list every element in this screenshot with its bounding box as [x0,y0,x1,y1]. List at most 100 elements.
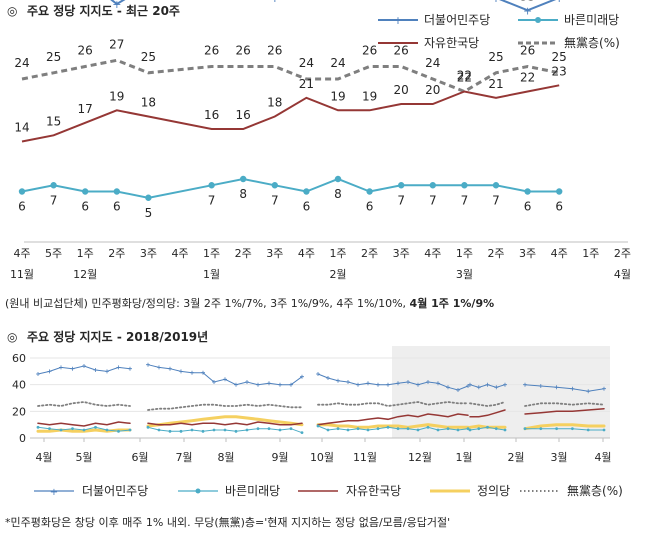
bullet-icon: ◎ [7,330,17,344]
legend-label-mudang: 無黨층(%) [567,483,623,498]
data-label: 26 [236,44,251,58]
data-point-marker [82,428,86,432]
data-point-marker [47,369,52,374]
x-week-tick-label: 4주 [13,247,30,260]
x-month-tick-label: 12월 [73,268,97,281]
data-label: 6 [366,200,374,214]
data-label: 7 [461,193,469,207]
data-label: 25 [488,50,503,64]
data-point-marker [267,427,271,431]
series-line [147,421,303,426]
data-point-marker: + [270,0,279,5]
data-label: 19 [330,89,345,103]
data-point-marker [94,425,97,429]
legend-label-minju: 더불어민주당 [82,484,148,498]
data-point-marker [376,382,380,387]
data-label: 18 [267,96,282,110]
bottom-footnote: *민주평화당은 창당 이후 매주 1% 내외. 무당(無黨)층='현재 지지하는… [5,515,450,529]
data-label: 19 [362,89,377,103]
data-point-marker [201,429,205,433]
bottom-chart-plot: 0 20 40 60 4월 5월 6월 7월 8월 9월 10월 11월 12월 1월 2월 3월 4월 [12,346,612,464]
legend-circle-icon [195,488,201,494]
data-point-marker [524,188,531,195]
data-label: 16 [204,108,219,122]
x-week-tick-label: 1주 [456,247,473,260]
legend-plus-icon: + [393,14,402,27]
data-point-marker [406,427,410,431]
data-point-marker [366,381,370,386]
series-line [523,423,606,431]
data-point-marker [212,380,216,384]
x-month-tick-label: 11월 [353,451,377,464]
x-month-tick-label: 6월 [131,451,148,464]
data-point-marker [334,175,342,183]
data-point-marker [416,382,420,387]
data-point-marker [426,380,430,384]
x-month-tick-label: 8월 [217,451,234,464]
data-label: 7 [397,193,405,207]
data-point-marker [240,175,247,183]
data-point-marker [179,429,183,433]
data-label: 27 [109,37,124,51]
x-month-tick-label: 2월 [507,451,524,464]
x-month-tick-label: 11월 [10,268,34,281]
data-label: 17 [78,102,93,116]
data-point-marker [93,368,98,372]
data-point-marker [300,431,304,435]
data-point-marker [376,427,380,431]
x-week-tick-label: 1주 [329,247,346,260]
x-month-tick-label: 3월 [456,268,473,281]
data-point-marker [586,389,591,394]
data-label: 22 [457,69,472,83]
series-line [317,425,469,431]
series-line [146,415,304,428]
data-point-marker [396,427,400,431]
data-point-marker [556,188,563,195]
data-point-marker [346,380,350,384]
data-point-marker [190,370,194,375]
data-point-marker [366,428,370,432]
data-point-marker [326,428,330,432]
data-point-marker [466,427,470,431]
x-week-tick-label: 4주 [298,247,315,260]
data-point-marker [477,427,481,431]
data-point-marker [59,365,63,370]
data-point-marker [278,382,282,387]
data-point-marker [476,385,481,390]
data-point-marker [436,381,440,386]
data-label: 7 [271,193,279,207]
legend-label-jayu: 자유한국당 [346,484,401,498]
series-line [524,428,605,431]
shaded-recent-region [392,346,610,438]
data-label: 26 [267,44,282,58]
x-month-tick-label: 5월 [75,451,92,464]
data-point-marker [356,382,360,387]
data-point-marker [190,428,194,432]
data-label: 24 [425,56,440,70]
data-label: 14 [14,121,29,135]
data-point-marker [356,427,360,431]
data-label: 7 [50,193,58,207]
data-point-marker [303,188,310,195]
x-week-tick-label: 4주 [551,247,568,260]
data-label: 6 [524,200,532,214]
series-line [21,58,560,94]
data-point-marker [494,427,498,431]
data-point-marker [485,382,490,387]
data-point-marker [59,428,63,432]
data-point-marker [208,182,215,189]
data-point-marker [128,366,132,371]
series-line [316,423,470,429]
mid-footnote-normal: (원내 비교섭단체) 민주평화당/정의당: 3월 2주 1%/7%, 3주 1%… [5,297,410,310]
x-week-tick-label: 5주 [45,247,62,260]
legend-label-minju: 더불어민주당 [424,13,490,27]
x-week-tick-label: 4주 [171,247,188,260]
x-month-tick-label: 4월 [594,451,611,464]
data-point-marker [602,386,606,391]
data-label: 25 [552,50,567,64]
data-point-marker [105,369,109,374]
x-month-tick-label: 4월 [614,268,631,281]
x-month-tick-label: 3월 [550,451,567,464]
series-line [524,402,605,407]
y-tick-label: 0 [19,432,26,445]
